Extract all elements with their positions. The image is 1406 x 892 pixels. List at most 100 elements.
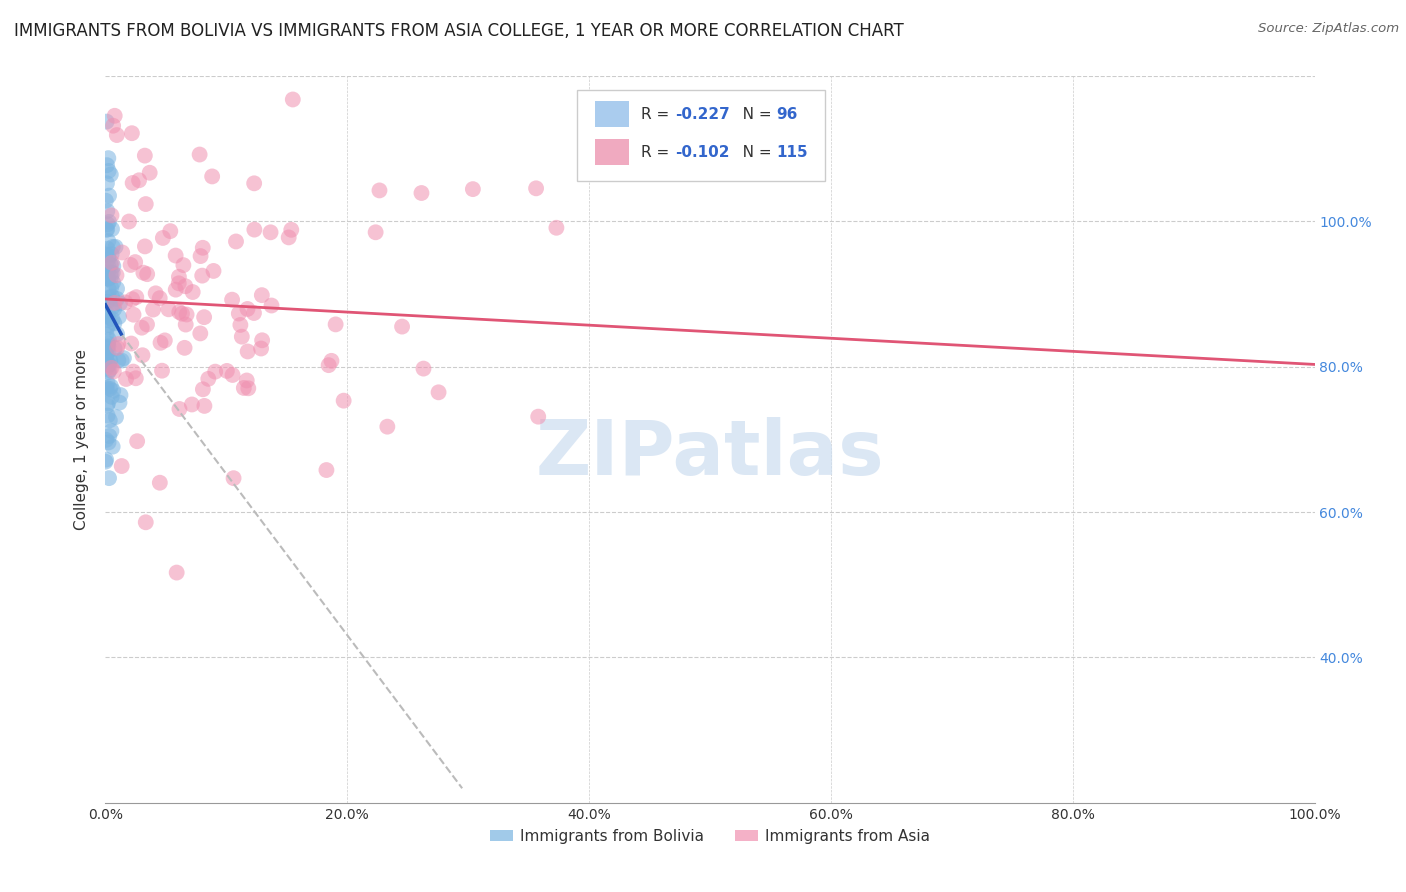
- Point: [229, 318, 252, 332]
- Point: [104, 109, 127, 123]
- Point: [134, 239, 156, 253]
- Point: [98, 413, 121, 427]
- Point: [97, 409, 120, 423]
- Point: [101, 266, 124, 280]
- Point: [222, 471, 245, 485]
- Point: [98, 429, 121, 443]
- Point: [191, 382, 214, 396]
- Point: [101, 276, 124, 290]
- Text: ZIPatlas: ZIPatlas: [536, 417, 884, 491]
- Point: [149, 475, 172, 490]
- Point: [97, 260, 120, 274]
- Point: [96, 158, 118, 172]
- Point: [97, 333, 120, 347]
- Point: [236, 301, 259, 316]
- Point: [97, 217, 120, 231]
- Text: 96: 96: [776, 107, 799, 122]
- Point: [232, 381, 254, 395]
- Point: [103, 259, 125, 273]
- Point: [131, 348, 153, 362]
- Point: [107, 337, 129, 351]
- Point: [97, 318, 120, 332]
- Point: [193, 399, 215, 413]
- Point: [101, 119, 124, 133]
- Point: [98, 471, 121, 485]
- Point: [105, 282, 128, 296]
- Point: [96, 271, 118, 285]
- Point: [235, 374, 257, 388]
- Point: [174, 279, 197, 293]
- Point: [100, 390, 122, 404]
- Point: [176, 308, 198, 322]
- Point: [96, 383, 118, 397]
- Point: [325, 318, 347, 332]
- Point: [94, 351, 117, 365]
- Point: [153, 334, 176, 348]
- Point: [114, 295, 136, 310]
- Point: [318, 358, 340, 372]
- Point: [122, 365, 145, 379]
- Point: [236, 344, 259, 359]
- Point: [149, 335, 172, 350]
- Point: [97, 265, 120, 279]
- Point: [546, 220, 568, 235]
- Point: [97, 365, 120, 379]
- Point: [260, 299, 283, 313]
- Point: [136, 267, 159, 281]
- Point: [181, 285, 204, 299]
- Point: [250, 342, 273, 356]
- Point: [101, 440, 124, 454]
- Point: [238, 381, 260, 395]
- Point: [204, 365, 226, 379]
- Y-axis label: College, 1 year or more: College, 1 year or more: [75, 349, 90, 530]
- Point: [103, 301, 125, 316]
- Text: IMMIGRANTS FROM BOLIVIA VS IMMIGRANTS FROM ASIA COLLEGE, 1 YEAR OR MORE CORRELAT: IMMIGRANTS FROM BOLIVIA VS IMMIGRANTS FR…: [14, 22, 904, 40]
- Point: [215, 364, 238, 378]
- Point: [250, 288, 273, 302]
- Point: [96, 433, 118, 447]
- Point: [105, 292, 128, 306]
- Point: [97, 271, 120, 285]
- Point: [321, 354, 343, 368]
- Point: [190, 249, 212, 263]
- Point: [115, 372, 138, 386]
- Point: [100, 360, 122, 375]
- Point: [250, 333, 273, 347]
- Point: [121, 176, 143, 190]
- Point: [100, 258, 122, 272]
- Point: [101, 222, 124, 236]
- Point: [96, 341, 118, 355]
- Point: [96, 347, 118, 361]
- Point: [128, 173, 150, 187]
- Point: [243, 177, 266, 191]
- Point: [97, 307, 120, 321]
- Point: [103, 342, 125, 356]
- Point: [96, 222, 118, 236]
- Point: [174, 318, 197, 332]
- Point: [100, 168, 122, 182]
- Point: [98, 358, 121, 372]
- Point: [167, 305, 190, 319]
- Point: [391, 319, 413, 334]
- Legend: Immigrants from Bolivia, Immigrants from Asia: Immigrants from Bolivia, Immigrants from…: [484, 822, 936, 850]
- Point: [167, 277, 190, 291]
- Point: [108, 395, 131, 409]
- Point: [96, 360, 118, 375]
- Point: [188, 147, 211, 161]
- Point: [101, 312, 124, 326]
- Point: [96, 176, 118, 190]
- Point: [412, 361, 434, 376]
- Point: [96, 376, 118, 390]
- Point: [96, 327, 118, 342]
- Point: [149, 291, 172, 305]
- Text: R =: R =: [641, 145, 675, 160]
- Point: [277, 230, 299, 244]
- Point: [172, 258, 194, 272]
- Point: [96, 399, 118, 413]
- Point: [125, 371, 148, 385]
- Point: [110, 388, 132, 402]
- Text: Source: ZipAtlas.com: Source: ZipAtlas.com: [1258, 22, 1399, 36]
- Point: [332, 393, 354, 408]
- Point: [103, 296, 125, 310]
- Point: [364, 225, 387, 239]
